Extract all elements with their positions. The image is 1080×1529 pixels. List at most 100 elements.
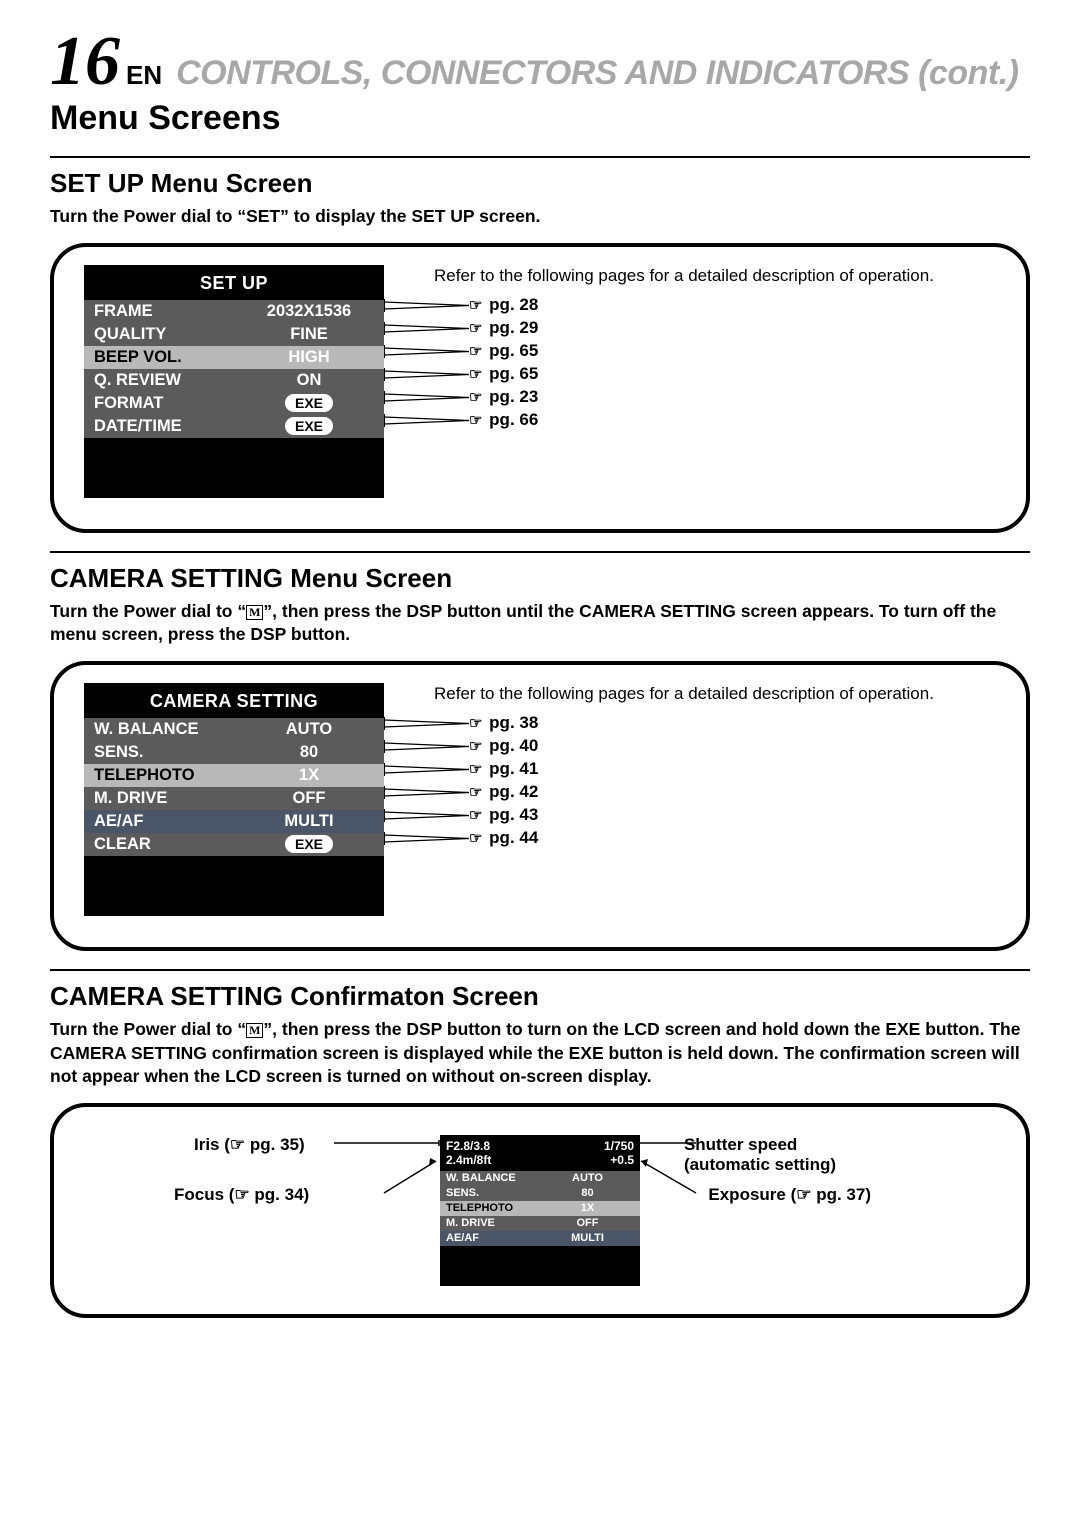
confirm-desc-pre: Turn the Power dial to “: [50, 1019, 246, 1039]
connector-line: [384, 386, 469, 409]
ref-row: ☞ pg. 66: [384, 409, 996, 432]
osd-row: AE/AFMULTI: [84, 810, 384, 833]
callout-exposure: Exposure (☞ pg. 37): [708, 1185, 871, 1205]
osd-value: 2032X1536: [234, 302, 384, 321]
main-title: Menu Screens: [50, 99, 1030, 138]
exe-pill: EXE: [285, 394, 333, 412]
osd-value: EXE: [234, 835, 384, 854]
ref-row: ☞ pg. 40: [384, 735, 996, 758]
osd-value: EXE: [234, 394, 384, 413]
ref-row: ☞ pg. 43: [384, 804, 996, 827]
connector-line: [384, 317, 469, 340]
osd-row: DATE/TIMEEXE: [84, 415, 384, 438]
connector-line: [384, 758, 469, 781]
ref-row: ☞ pg. 28: [384, 294, 996, 317]
connector-line: [384, 409, 469, 432]
connector-line: [384, 735, 469, 758]
osd-label: SENS.: [84, 743, 234, 762]
connector-line: [384, 340, 469, 363]
page-lang: EN: [126, 60, 162, 91]
camera-desc-pre: Turn the Power dial to “: [50, 601, 246, 621]
connector-line: [384, 804, 469, 827]
osd-value: 80: [234, 743, 384, 762]
osd-label: QUALITY: [84, 325, 234, 344]
m-icon: M: [246, 605, 263, 620]
camera-title: CAMERA SETTING Menu Screen: [50, 563, 1030, 594]
osd-row: SENS.80: [84, 741, 384, 764]
page-ref: ☞ pg. 65: [469, 364, 538, 384]
confirm-osd-value: AUTO: [541, 1172, 634, 1184]
confirm-osd-value: MULTI: [541, 1232, 634, 1244]
page-ref: ☞ pg. 23: [469, 387, 538, 407]
page-ref: ☞ pg. 40: [469, 736, 538, 756]
confirm-osd-row: W. BALANCEAUTO: [440, 1171, 640, 1186]
page-ref: ☞ pg. 29: [469, 318, 538, 338]
page-header: 16 EN CONTROLS, CONNECTORS AND INDICATOR…: [50, 30, 1030, 93]
osd-row: BEEP VOL.HIGH: [84, 346, 384, 369]
osd-label: FORMAT: [84, 394, 234, 413]
setup-refs: Refer to the following pages for a detai…: [384, 265, 996, 432]
confirm-osd-value: 80: [541, 1187, 634, 1199]
osd-value: HIGH: [234, 348, 384, 367]
confirm-osd-row: SENS.80: [440, 1186, 640, 1201]
confirm-section: CAMERA SETTING Confirmaton Screen Turn t…: [50, 969, 1030, 1318]
setup-panel: SET UP FRAME2032X1536QUALITYFINEBEEP VOL…: [50, 243, 1030, 533]
connector-line: [384, 712, 469, 735]
callout-shutter: Shutter speed (automatic setting): [684, 1135, 836, 1175]
page-ref: ☞ pg. 66: [469, 410, 538, 430]
page-ref: ☞ pg. 44: [469, 828, 538, 848]
confirm-osd-row: AE/AFMULTI: [440, 1231, 640, 1246]
exe-pill: EXE: [285, 835, 333, 853]
ref-row: ☞ pg. 65: [384, 340, 996, 363]
page-ref: ☞ pg. 42: [469, 782, 538, 802]
page-ref: ☞ pg. 65: [469, 341, 538, 361]
confirm-osd-label: W. BALANCE: [446, 1172, 541, 1184]
camera-refs-intro: Refer to the following pages for a detai…: [384, 683, 996, 706]
osd-value: AUTO: [234, 720, 384, 739]
osd-row: FRAME2032X1536: [84, 300, 384, 323]
connector-line: [384, 781, 469, 804]
osd-value: OFF: [234, 789, 384, 808]
setup-osd: SET UP FRAME2032X1536QUALITYFINEBEEP VOL…: [84, 265, 384, 498]
setup-title: SET UP Menu Screen: [50, 168, 1030, 199]
callout-line-right: [636, 1133, 706, 1203]
ref-row: ☞ pg. 42: [384, 781, 996, 804]
page-ref: ☞ pg. 28: [469, 295, 538, 315]
page-ref: ☞ pg. 38: [469, 713, 538, 733]
ref-row: ☞ pg. 65: [384, 363, 996, 386]
m-icon: M: [246, 1023, 263, 1038]
connector-line: [384, 363, 469, 386]
osd-label: BEEP VOL.: [84, 348, 234, 367]
ref-row: ☞ pg. 38: [384, 712, 996, 735]
osd-row: Q. REVIEWON: [84, 369, 384, 392]
confirm-osd-row: TELEPHOTO1X: [440, 1201, 640, 1216]
confirm-title: CAMERA SETTING Confirmaton Screen: [50, 981, 1030, 1012]
confirm-focus-value: 2.4m/8ft: [446, 1153, 491, 1167]
connector-line: [384, 294, 469, 317]
page-number: 16: [50, 30, 120, 93]
confirm-exposure-value: +0.5: [610, 1153, 634, 1167]
osd-row: CLEAREXE: [84, 833, 384, 856]
confirm-osd-row: M. DRIVEOFF: [440, 1216, 640, 1231]
camera-osd: CAMERA SETTING W. BALANCEAUTOSENS.80TELE…: [84, 683, 384, 916]
callout-iris: Iris (☞ pg. 35): [194, 1135, 305, 1155]
setup-desc: Turn the Power dial to “SET” to display …: [50, 205, 1030, 229]
page-ref: ☞ pg. 43: [469, 805, 538, 825]
osd-row: QUALITYFINE: [84, 323, 384, 346]
setup-osd-title: SET UP: [84, 265, 384, 300]
camera-desc: Turn the Power dial to “M”, then press t…: [50, 600, 1030, 647]
confirm-osd-label: AE/AF: [446, 1232, 541, 1244]
callout-line-left: [334, 1133, 444, 1203]
osd-label: W. BALANCE: [84, 720, 234, 739]
osd-value: EXE: [234, 417, 384, 436]
osd-row: TELEPHOTO1X: [84, 764, 384, 787]
confirm-shutter-value: 1/750: [604, 1139, 634, 1153]
confirm-osd-label: SENS.: [446, 1187, 541, 1199]
ref-row: ☞ pg. 23: [384, 386, 996, 409]
connector-line: [384, 827, 469, 850]
callout-shutter-l2: (automatic setting): [684, 1155, 836, 1174]
osd-value: FINE: [234, 325, 384, 344]
confirm-osd-value: 1X: [541, 1202, 634, 1214]
osd-row: W. BALANCEAUTO: [84, 718, 384, 741]
osd-value: ON: [234, 371, 384, 390]
